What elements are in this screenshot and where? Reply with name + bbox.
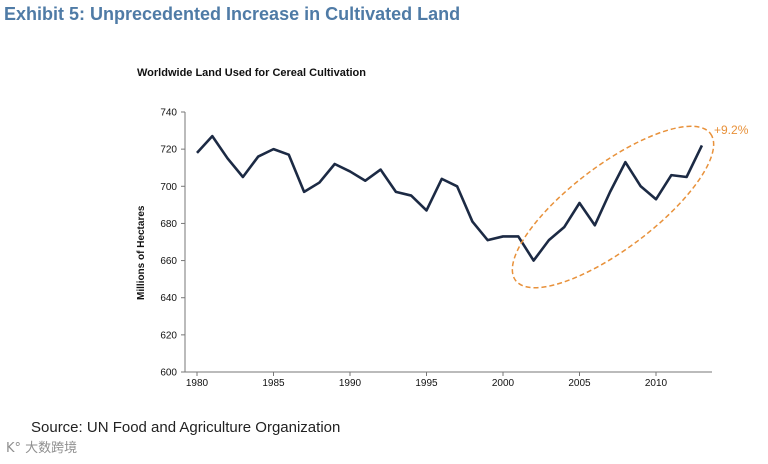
y-tick-label: 700: [160, 182, 177, 193]
series-line: [196, 134, 704, 262]
chart-title: Worldwide Land Used for Cereal Cultivati…: [137, 67, 366, 79]
y-tick-label: 720: [160, 145, 177, 156]
x-tick-label: 2010: [645, 378, 668, 389]
y-tick-label: 740: [160, 108, 177, 119]
annotation-label: +9.2%: [714, 123, 749, 137]
x-tick-label: 1990: [339, 378, 362, 389]
x-tick-label: 2005: [568, 378, 591, 389]
x-tick-label: 1985: [262, 378, 285, 389]
y-tick-label: 600: [160, 368, 177, 379]
highlight-ellipse: [511, 125, 715, 289]
x-tick-label: 1995: [415, 378, 438, 389]
y-axis-label: Millions of Hectares: [136, 205, 147, 300]
x-tick-label: 1980: [186, 378, 209, 389]
y-tick-label: 680: [160, 219, 177, 230]
x-tick-label: 2000: [492, 378, 515, 389]
exhibit-title: Exhibit 5: Unprecedented Increase in Cul…: [4, 4, 461, 24]
watermark: K° 大数跨境: [6, 441, 78, 456]
source-note: Source: UN Food and Agriculture Organiza…: [31, 419, 341, 436]
y-tick-label: 640: [160, 293, 177, 304]
y-tick-label: 620: [160, 330, 177, 341]
y-tick-label: 660: [160, 256, 177, 267]
